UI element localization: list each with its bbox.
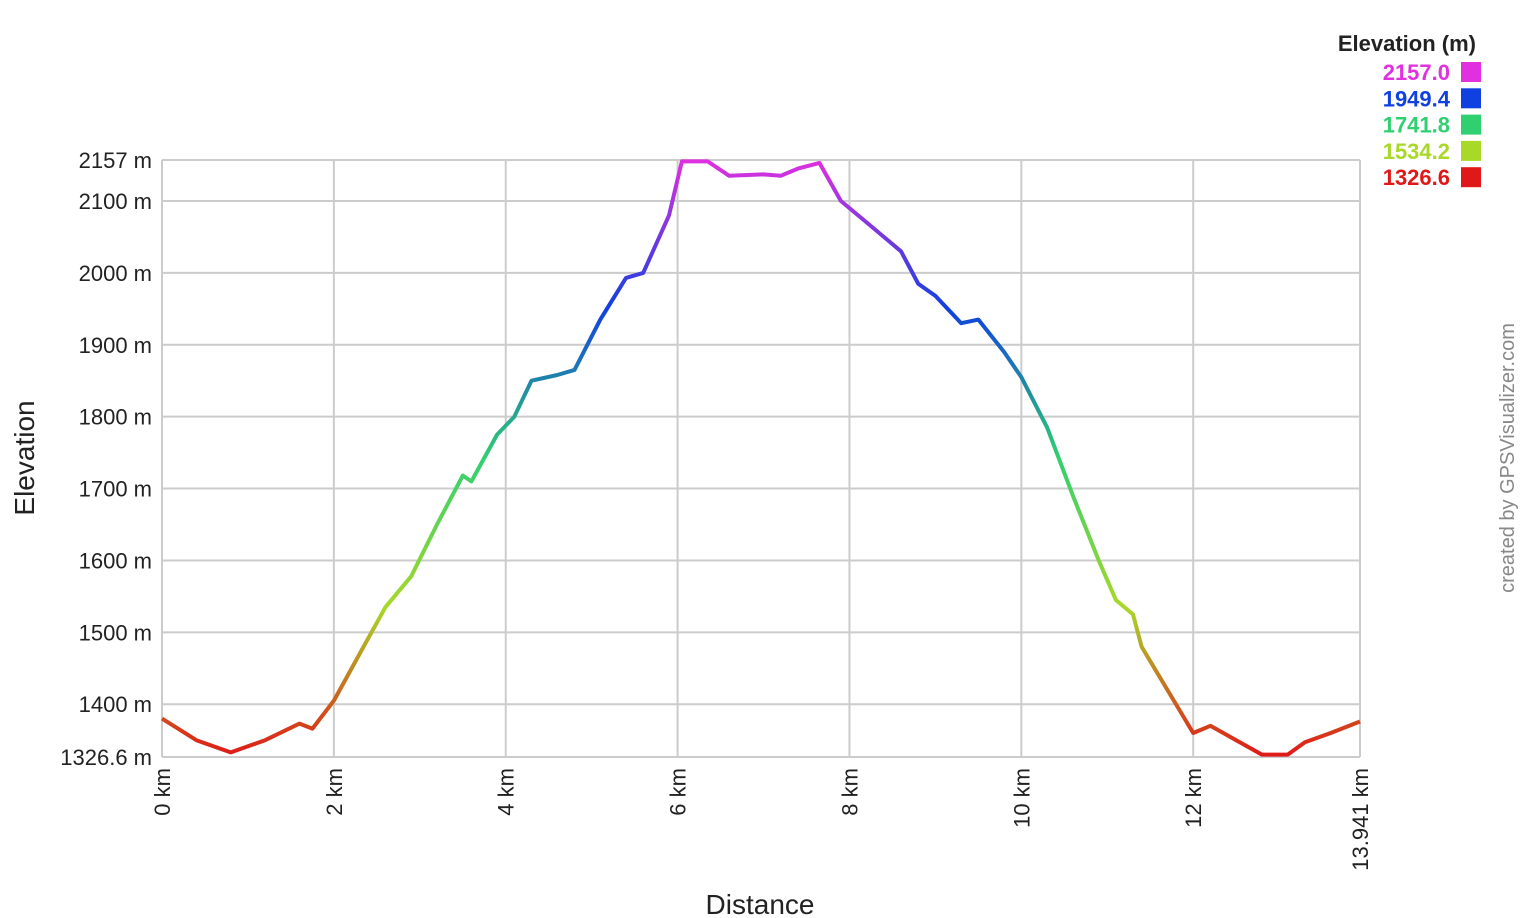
y-tick-label: 2157 m xyxy=(79,148,152,173)
credit: created by GPSVisualizer.com xyxy=(1497,323,1519,593)
legend-swatch xyxy=(1461,88,1481,109)
legend-label: 1741.8 xyxy=(1383,113,1450,138)
y-tick-label: 2100 m xyxy=(79,189,152,214)
x-tick-label: 12 km xyxy=(1181,768,1206,828)
legend-swatch xyxy=(1461,114,1481,135)
x-tick-label: 8 km xyxy=(837,768,862,816)
elevation-line xyxy=(160,159,1361,757)
legend-label: 1949.4 xyxy=(1383,86,1451,111)
y-tick-label: 1700 m xyxy=(79,477,152,502)
x-tick-label: 10 km xyxy=(1009,768,1034,828)
legend-swatch xyxy=(1461,167,1481,188)
legend-swatch xyxy=(1461,62,1481,82)
legend-label: 1326.6 xyxy=(1383,165,1450,190)
y-tick-label: 1326.6 m xyxy=(60,745,152,770)
y-axis-title: Elevation xyxy=(9,400,40,515)
legend-label: 1534.2 xyxy=(1383,139,1450,164)
y-tick-label: 1600 m xyxy=(79,548,152,573)
x-axis-title: Distance xyxy=(706,889,815,918)
x-tick-label: 0 km xyxy=(150,768,175,816)
x-tick-label: 4 km xyxy=(494,768,519,816)
y-tick-label: 1400 m xyxy=(79,692,152,717)
y-tick-label: 2000 m xyxy=(79,261,152,286)
x-tick-label: 2 km xyxy=(322,768,347,816)
legend-label: 2157.0 xyxy=(1383,60,1450,85)
legend-title: Elevation (m) xyxy=(1338,31,1476,56)
x-tick-label: 6 km xyxy=(666,768,691,816)
x-tick-label: 13.941 km xyxy=(1348,768,1373,871)
y-tick-label: 1900 m xyxy=(79,333,152,358)
y-tick-label: 1800 m xyxy=(79,405,152,430)
legend-swatch xyxy=(1461,140,1481,161)
y-tick-label: 1500 m xyxy=(79,620,152,645)
